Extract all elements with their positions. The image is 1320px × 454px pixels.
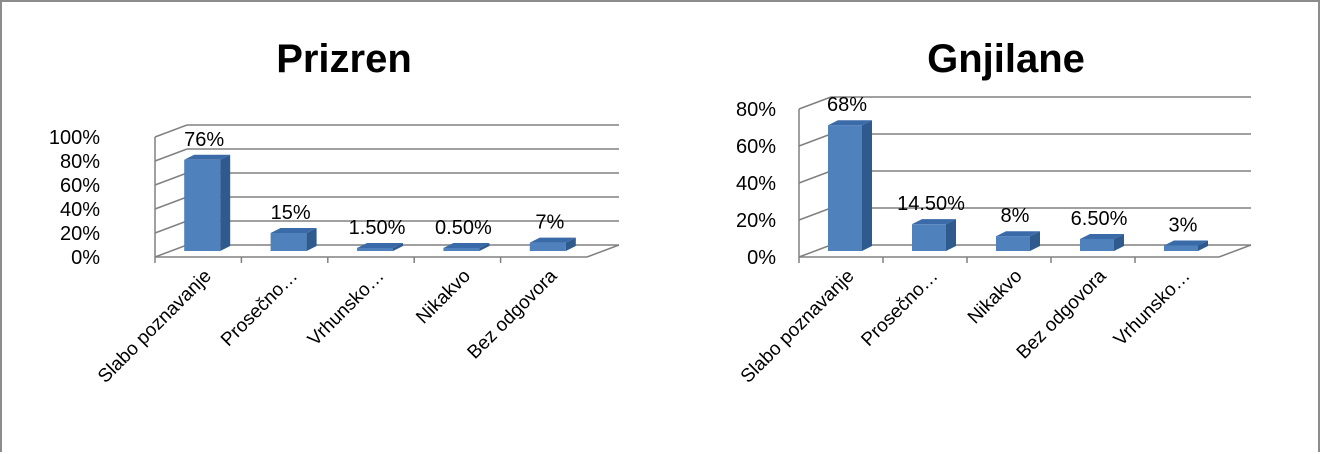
gridline-diag: [154, 124, 188, 138]
bar-side: [479, 243, 490, 251]
y-tick-label: 20%: [736, 210, 776, 232]
x-tick-label: Vrhunsko…: [1110, 266, 1195, 351]
bar-top: [184, 154, 231, 160]
bar-side: [862, 120, 872, 251]
bar: [1164, 245, 1198, 251]
y-tick-label: 100%: [49, 127, 100, 149]
bar: [270, 233, 307, 251]
data-label: 14.50%: [897, 193, 965, 215]
bar-top: [1080, 233, 1124, 239]
x-tick-label: Nikakvo: [412, 266, 475, 329]
y-tick-label: 80%: [736, 99, 776, 121]
y-tick-label: 40%: [736, 173, 776, 195]
bar-side: [946, 219, 956, 251]
x-tick-label: Slabo poznavanje: [94, 266, 216, 388]
data-label: 15%: [271, 202, 311, 224]
data-label: 8%: [1001, 205, 1030, 227]
bar-side: [1114, 233, 1124, 251]
data-label: 7%: [535, 212, 564, 234]
bar: [828, 125, 862, 251]
bar-top: [912, 219, 956, 225]
x-tick-label: Bez odgovora: [1013, 265, 1111, 363]
chart-panel-gnjilane: Gnjilane 0% 20% 40% 60% 80% 68% Slabo poznavanj…: [678, 0, 1320, 452]
bar: [357, 248, 393, 251]
y-tick-label: 60%: [736, 136, 776, 158]
gridline-diag: [798, 170, 832, 184]
bar-top: [529, 237, 576, 243]
bar: [996, 236, 1030, 251]
bar-side: [220, 154, 231, 251]
gridline-diag: [154, 172, 188, 186]
gridline-diag: [154, 244, 188, 258]
x-tick-label: Prosečno…: [857, 266, 942, 351]
y-tick-label: 0%: [747, 247, 776, 269]
x-tick-label: Slabo poznavanje: [737, 266, 859, 388]
data-label: 6.50%: [1071, 208, 1128, 230]
x-tick-label: Prosečno…: [217, 266, 302, 351]
gridline-diag: [798, 96, 832, 110]
bar-top: [996, 231, 1040, 237]
gridline-diag: [154, 220, 188, 234]
bar-side: [393, 243, 403, 251]
x-tick-label: Bez odgovora: [464, 265, 562, 363]
bar-top: [828, 120, 872, 126]
bar-top: [270, 228, 317, 233]
x-tick-label: Vrhunsko…: [304, 266, 389, 351]
bar: [912, 224, 946, 251]
gridline-diag: [154, 196, 188, 210]
bar-top: [1164, 240, 1208, 246]
x-tick-label: Nikakvo: [964, 266, 1027, 329]
bar-side: [565, 237, 576, 251]
gridline-diag: [154, 148, 188, 162]
y-tick-label: 0%: [71, 247, 100, 269]
y-tick-label: 40%: [60, 199, 100, 221]
chart-gnjilane: Gnjilane 0% 20% 40% 60% 80% 68% Slabo poznavanj…: [736, 37, 1252, 388]
bar-top: [357, 243, 403, 248]
bar: [443, 248, 480, 251]
gridline-diag: [798, 244, 832, 258]
data-label: 68%: [827, 94, 867, 116]
y-tick-label: 60%: [60, 175, 100, 197]
data-label: 0.50%: [435, 217, 492, 239]
floor-edge: [586, 244, 620, 258]
gridline-diag: [798, 207, 832, 221]
y-tick-label: 20%: [60, 223, 100, 245]
y-tick-label: 80%: [60, 151, 100, 173]
bar: [1080, 238, 1114, 251]
bar: [529, 242, 566, 251]
bar-side: [1030, 231, 1040, 251]
data-label: 76%: [184, 129, 224, 151]
floor-edge: [1218, 244, 1252, 258]
chart-panel-prizren: Prizren 0% 20% 40% 60% 80% 100% 76% Slabo poznav…: [0, 0, 680, 452]
data-label: 3%: [1169, 214, 1198, 236]
chart-title: Gnjilane: [927, 37, 1085, 81]
chart-title: Prizren: [276, 37, 412, 81]
bar-side: [306, 228, 317, 251]
data-label: 1.50%: [349, 217, 406, 239]
gridline-diag: [798, 133, 832, 147]
bar-side: [1198, 240, 1208, 251]
chart-prizren: Prizren 0%20%40%60%80%100% 76% Slabo poznav…: [49, 37, 620, 388]
bar: [184, 159, 221, 251]
bar-top: [443, 243, 490, 248]
